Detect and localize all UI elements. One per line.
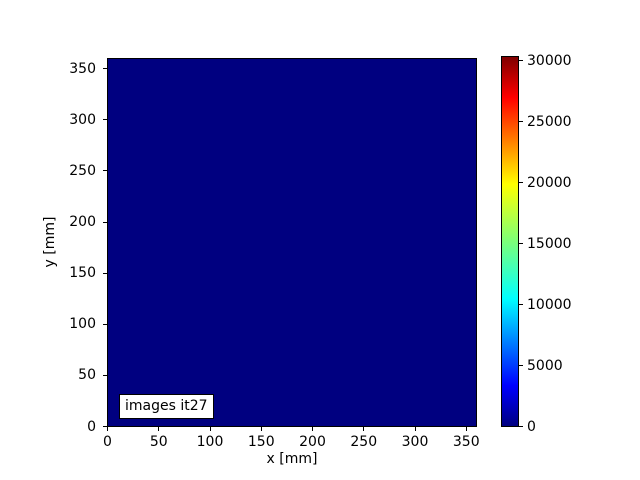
colorbar-tick-label: 30000 (527, 52, 572, 69)
x-tick-label: 250 (350, 434, 378, 450)
colorbar-tick-mark (519, 60, 523, 61)
colorbar-tick-label: 10000 (527, 296, 572, 313)
colorbar-tick-mark (519, 182, 523, 183)
x-tick-label: 100 (196, 434, 224, 450)
colorbar-tick-label: 20000 (527, 174, 572, 191)
colorbar-tick-label: 25000 (527, 113, 572, 130)
x-tick-mark (260, 427, 262, 431)
colorbar-tick-mark (519, 121, 523, 122)
y-tick-label: 100 (69, 316, 96, 333)
x-tick-mark (158, 427, 160, 431)
colorbar (501, 56, 519, 427)
y-tick-label: 350 (69, 60, 96, 77)
y-tick-mark (103, 272, 107, 274)
colorbar-tick-mark (519, 243, 523, 244)
y-tick-mark (103, 426, 107, 427)
x-tick-mark (312, 427, 313, 431)
x-tick-label: 150 (247, 434, 275, 450)
x-tick-mark (414, 427, 416, 431)
y-tick-label: 150 (69, 265, 96, 282)
y-tick-label: 50 (78, 367, 96, 384)
y-tick-mark (103, 68, 107, 70)
colorbar-tick-mark (519, 426, 523, 427)
y-tick-mark (103, 170, 107, 172)
y-tick-label: 250 (69, 162, 96, 179)
colorbar-tick-label: 0 (527, 418, 536, 435)
y-tick-label: 300 (69, 111, 96, 128)
x-axis-label: x [mm] (266, 451, 318, 467)
colorbar-tick-label: 15000 (527, 235, 572, 252)
heatmap-plot-area: images it27 (107, 58, 477, 427)
y-tick-label: 200 (69, 214, 96, 231)
y-tick-mark (103, 221, 107, 223)
annotation-label: images it27 (125, 398, 208, 414)
colorbar-tick-mark (519, 304, 523, 305)
x-tick-mark (107, 427, 108, 431)
x-tick-mark (465, 427, 467, 431)
y-tick-mark (103, 323, 107, 325)
x-tick-mark (209, 427, 211, 431)
x-tick-label: 350 (452, 434, 480, 450)
x-tick-label: 50 (149, 434, 168, 450)
x-tick-mark (363, 427, 365, 431)
x-tick-label: 300 (401, 434, 429, 450)
colorbar-tick-label: 5000 (527, 357, 563, 374)
y-tick-mark (103, 119, 107, 121)
colorbar-tick-mark (519, 365, 523, 366)
x-tick-label: 0 (103, 434, 112, 450)
annotation-box: images it27 (119, 394, 214, 419)
y-tick-label: 0 (87, 418, 96, 435)
x-tick-label: 200 (299, 434, 326, 450)
y-tick-mark (103, 374, 107, 376)
